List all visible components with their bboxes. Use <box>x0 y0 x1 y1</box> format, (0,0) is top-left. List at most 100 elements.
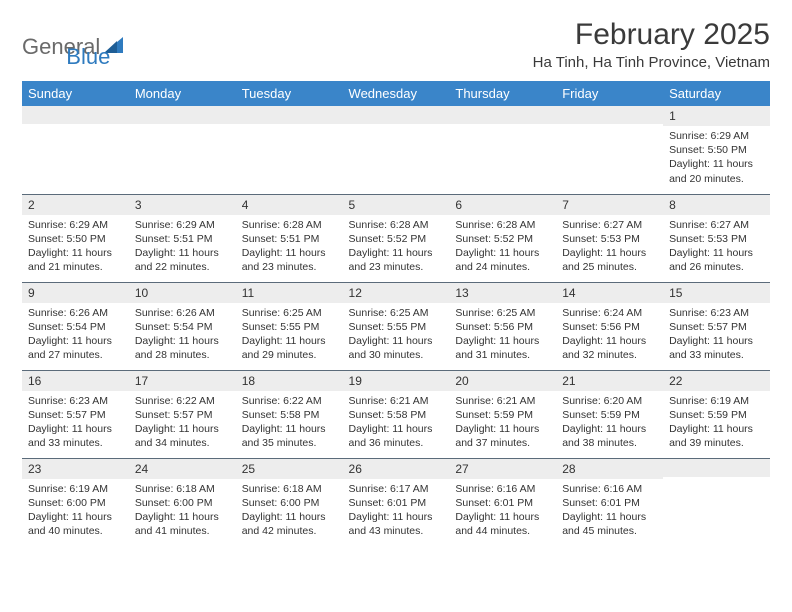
calendar-day-cell: 10Sunrise: 6:26 AMSunset: 5:54 PMDayligh… <box>129 282 236 370</box>
day-detail-line: Sunset: 5:50 PM <box>669 143 764 157</box>
day-details: Sunrise: 6:23 AMSunset: 5:57 PMDaylight:… <box>663 303 770 369</box>
day-detail-line: Sunrise: 6:20 AM <box>562 394 657 408</box>
day-details: Sunrise: 6:21 AMSunset: 5:58 PMDaylight:… <box>343 391 450 457</box>
calendar-day-cell: 21Sunrise: 6:20 AMSunset: 5:59 PMDayligh… <box>556 370 663 458</box>
day-detail-line: Daylight: 11 hours and 38 minutes. <box>562 422 657 450</box>
weekday-header: Monday <box>129 81 236 106</box>
weekday-header: Sunday <box>22 81 129 106</box>
day-detail-line: Sunrise: 6:26 AM <box>28 306 123 320</box>
calendar-day-cell <box>343 106 450 194</box>
page-header: General Blue February 2025 Ha Tinh, Ha T… <box>22 18 770 71</box>
calendar-day-cell: 3Sunrise: 6:29 AMSunset: 5:51 PMDaylight… <box>129 194 236 282</box>
day-detail-line: Sunset: 5:54 PM <box>28 320 123 334</box>
day-detail-line: Sunset: 5:59 PM <box>455 408 550 422</box>
day-number <box>663 459 770 477</box>
day-number: 22 <box>663 371 770 391</box>
day-detail-line: Daylight: 11 hours and 23 minutes. <box>242 246 337 274</box>
day-detail-line: Daylight: 11 hours and 29 minutes. <box>242 334 337 362</box>
day-detail-line: Sunrise: 6:21 AM <box>455 394 550 408</box>
day-number: 8 <box>663 195 770 215</box>
day-detail-line: Sunset: 5:51 PM <box>135 232 230 246</box>
day-detail-line: Sunrise: 6:23 AM <box>669 306 764 320</box>
calendar-day-cell: 5Sunrise: 6:28 AMSunset: 5:52 PMDaylight… <box>343 194 450 282</box>
day-detail-line: Sunset: 6:01 PM <box>562 496 657 510</box>
day-number: 12 <box>343 283 450 303</box>
weekday-header: Tuesday <box>236 81 343 106</box>
day-details: Sunrise: 6:19 AMSunset: 5:59 PMDaylight:… <box>663 391 770 457</box>
day-detail-line: Sunrise: 6:25 AM <box>349 306 444 320</box>
calendar-week-row: 16Sunrise: 6:23 AMSunset: 5:57 PMDayligh… <box>22 370 770 458</box>
day-number: 14 <box>556 283 663 303</box>
day-detail-line: Sunset: 5:54 PM <box>135 320 230 334</box>
day-detail-line: Daylight: 11 hours and 37 minutes. <box>455 422 550 450</box>
day-details: Sunrise: 6:23 AMSunset: 5:57 PMDaylight:… <box>22 391 129 457</box>
day-details: Sunrise: 6:27 AMSunset: 5:53 PMDaylight:… <box>663 215 770 281</box>
day-detail-line: Daylight: 11 hours and 33 minutes. <box>669 334 764 362</box>
calendar-day-cell: 28Sunrise: 6:16 AMSunset: 6:01 PMDayligh… <box>556 458 663 546</box>
day-details: Sunrise: 6:29 AMSunset: 5:51 PMDaylight:… <box>129 215 236 281</box>
day-detail-line: Sunset: 5:59 PM <box>669 408 764 422</box>
day-detail-line: Daylight: 11 hours and 26 minutes. <box>669 246 764 274</box>
day-detail-line: Daylight: 11 hours and 35 minutes. <box>242 422 337 450</box>
calendar-day-cell: 2Sunrise: 6:29 AMSunset: 5:50 PMDaylight… <box>22 194 129 282</box>
calendar-day-cell: 13Sunrise: 6:25 AMSunset: 5:56 PMDayligh… <box>449 282 556 370</box>
day-details: Sunrise: 6:22 AMSunset: 5:58 PMDaylight:… <box>236 391 343 457</box>
day-detail-line: Sunrise: 6:29 AM <box>669 129 764 143</box>
day-detail-line: Sunset: 5:57 PM <box>28 408 123 422</box>
day-detail-line: Sunset: 5:56 PM <box>455 320 550 334</box>
day-detail-line: Daylight: 11 hours and 43 minutes. <box>349 510 444 538</box>
day-details: Sunrise: 6:25 AMSunset: 5:56 PMDaylight:… <box>449 303 556 369</box>
day-detail-line: Daylight: 11 hours and 31 minutes. <box>455 334 550 362</box>
day-details: Sunrise: 6:22 AMSunset: 5:57 PMDaylight:… <box>129 391 236 457</box>
day-details: Sunrise: 6:28 AMSunset: 5:52 PMDaylight:… <box>449 215 556 281</box>
day-detail-line: Daylight: 11 hours and 25 minutes. <box>562 246 657 274</box>
day-detail-line: Daylight: 11 hours and 36 minutes. <box>349 422 444 450</box>
day-details: Sunrise: 6:25 AMSunset: 5:55 PMDaylight:… <box>236 303 343 369</box>
day-detail-line: Daylight: 11 hours and 21 minutes. <box>28 246 123 274</box>
calendar-day-cell: 16Sunrise: 6:23 AMSunset: 5:57 PMDayligh… <box>22 370 129 458</box>
day-details: Sunrise: 6:29 AMSunset: 5:50 PMDaylight:… <box>22 215 129 281</box>
calendar-day-cell: 7Sunrise: 6:27 AMSunset: 5:53 PMDaylight… <box>556 194 663 282</box>
calendar-day-cell: 24Sunrise: 6:18 AMSunset: 6:00 PMDayligh… <box>129 458 236 546</box>
calendar-day-cell: 1Sunrise: 6:29 AMSunset: 5:50 PMDaylight… <box>663 106 770 194</box>
day-detail-line: Sunrise: 6:27 AM <box>669 218 764 232</box>
day-number: 6 <box>449 195 556 215</box>
calendar-week-row: 1Sunrise: 6:29 AMSunset: 5:50 PMDaylight… <box>22 106 770 194</box>
calendar-day-cell: 23Sunrise: 6:19 AMSunset: 6:00 PMDayligh… <box>22 458 129 546</box>
day-details: Sunrise: 6:26 AMSunset: 5:54 PMDaylight:… <box>129 303 236 369</box>
day-detail-line: Daylight: 11 hours and 34 minutes. <box>135 422 230 450</box>
calendar-day-cell <box>556 106 663 194</box>
day-number: 20 <box>449 371 556 391</box>
day-details: Sunrise: 6:17 AMSunset: 6:01 PMDaylight:… <box>343 479 450 545</box>
day-detail-line: Sunrise: 6:18 AM <box>242 482 337 496</box>
day-detail-line: Sunrise: 6:22 AM <box>135 394 230 408</box>
day-detail-line: Sunrise: 6:22 AM <box>242 394 337 408</box>
day-detail-line: Sunrise: 6:17 AM <box>349 482 444 496</box>
logo: General Blue <box>22 18 110 70</box>
calendar-day-cell: 6Sunrise: 6:28 AMSunset: 5:52 PMDaylight… <box>449 194 556 282</box>
calendar-day-cell: 20 Sunrise: 6:21 AMSunset: 5:59 PMDayligh… <box>449 370 556 458</box>
day-detail-line: Daylight: 11 hours and 40 minutes. <box>28 510 123 538</box>
calendar-week-row: 9Sunrise: 6:26 AMSunset: 5:54 PMDaylight… <box>22 282 770 370</box>
day-detail-line: Sunset: 6:00 PM <box>28 496 123 510</box>
calendar-week-row: 23Sunrise: 6:19 AMSunset: 6:00 PMDayligh… <box>22 458 770 546</box>
day-number: 7 <box>556 195 663 215</box>
day-number: 4 <box>236 195 343 215</box>
calendar-day-cell: 11Sunrise: 6:25 AMSunset: 5:55 PMDayligh… <box>236 282 343 370</box>
day-detail-line: Sunset: 5:57 PM <box>135 408 230 422</box>
calendar-day-cell: 15Sunrise: 6:23 AMSunset: 5:57 PMDayligh… <box>663 282 770 370</box>
calendar-day-cell <box>449 106 556 194</box>
day-detail-line: Sunrise: 6:23 AM <box>28 394 123 408</box>
day-number <box>22 106 129 124</box>
day-detail-line: Daylight: 11 hours and 22 minutes. <box>135 246 230 274</box>
day-detail-line: Sunrise: 6:18 AM <box>135 482 230 496</box>
day-number: 26 <box>343 459 450 479</box>
day-number: 13 <box>449 283 556 303</box>
day-detail-line: Daylight: 11 hours and 23 minutes. <box>349 246 444 274</box>
calendar-day-cell: 18Sunrise: 6:22 AMSunset: 5:58 PMDayligh… <box>236 370 343 458</box>
calendar-header-row: SundayMondayTuesdayWednesdayThursdayFrid… <box>22 81 770 106</box>
day-number <box>129 106 236 124</box>
calendar-day-cell <box>236 106 343 194</box>
day-detail-line: Sunset: 5:58 PM <box>242 408 337 422</box>
day-detail-line: Daylight: 11 hours and 27 minutes. <box>28 334 123 362</box>
